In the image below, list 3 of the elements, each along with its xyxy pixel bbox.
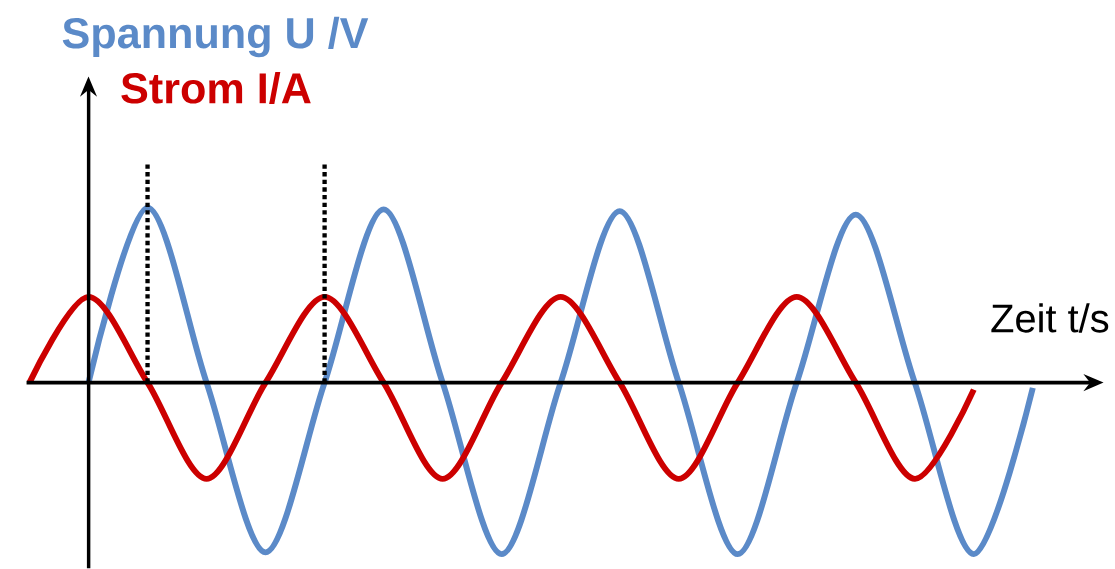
x-axis-title: Zeit t/s [991, 303, 1109, 333]
text: Spannung U /V [62, 16, 369, 58]
text: Strom I/A [121, 71, 311, 105]
